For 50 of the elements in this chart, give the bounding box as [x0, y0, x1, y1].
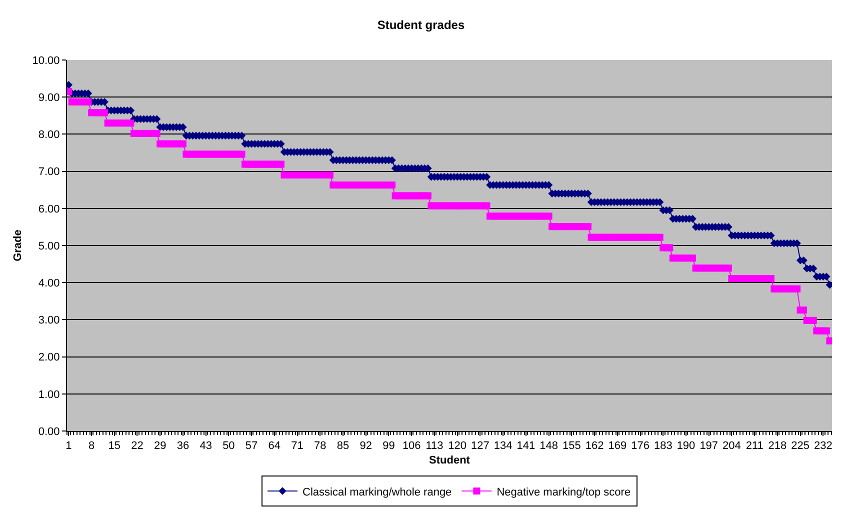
x-tick-label: 22: [131, 440, 144, 452]
x-tick-label: 85: [336, 440, 350, 452]
y-tick-label: 1.00: [38, 388, 60, 401]
x-tick-label: 162: [585, 440, 604, 452]
x-tick-label: 8: [88, 440, 95, 452]
y-axis-title: Grade: [12, 230, 24, 262]
x-tick-label: 232: [814, 440, 832, 452]
y-tick-label: 10.00: [32, 54, 60, 67]
x-tick-label: 148: [540, 440, 558, 452]
x-tick-label: 57: [245, 440, 258, 452]
x-tick-label: 99: [382, 440, 395, 452]
x-tick-label: 211: [746, 440, 764, 452]
y-tick-label: 7.00: [38, 166, 60, 178]
y-tick-label: 6.00: [38, 203, 60, 216]
x-tick-label: 218: [768, 440, 787, 452]
legend-label: Negative marking/top score: [496, 486, 631, 498]
y-tick-label: 8.00: [38, 129, 60, 142]
x-tick-label: 1: [66, 440, 72, 452]
x-tick-label: 176: [631, 440, 650, 452]
x-tick-label: 29: [154, 440, 166, 452]
y-tick-label: 9.00: [38, 92, 60, 104]
x-tick-label: 71: [291, 440, 304, 452]
x-tick-label: 50: [222, 440, 235, 452]
legend-label: Classical marking/whole range: [302, 486, 452, 498]
y-tick-label: 4.00: [38, 277, 60, 290]
x-tick-label: 197: [700, 440, 718, 452]
x-tick-label: 141: [516, 440, 536, 452]
x-tick-label: 36: [176, 440, 190, 452]
x-tick-label: 155: [562, 440, 581, 452]
x-tick-label: 113: [426, 440, 444, 452]
chart-title: Student grades: [377, 18, 465, 32]
y-tick-label: 3.00: [38, 314, 60, 327]
x-tick-label: 183: [654, 440, 672, 452]
x-tick-label: 225: [791, 440, 810, 452]
y-tick-label: 0.00: [38, 426, 60, 438]
x-tick-label: 127: [471, 440, 490, 452]
x-tick-label: 78: [314, 440, 326, 452]
y-tick-label: 5.00: [38, 240, 60, 252]
x-tick-label: 64: [268, 440, 281, 452]
x-tick-label: 169: [608, 440, 627, 452]
x-tick-label: 106: [402, 440, 421, 452]
y-tick-label: 2.00: [38, 352, 60, 364]
x-tick-label: 43: [200, 440, 212, 452]
x-tick-label: 92: [360, 440, 372, 452]
x-tick-label: 204: [722, 440, 741, 452]
x-tick-label: 120: [448, 440, 467, 452]
x-tick-label: 134: [494, 440, 512, 452]
x-tick-label: 190: [676, 440, 696, 452]
x-tick-label: 15: [108, 440, 120, 452]
x-axis-title: Student: [429, 454, 470, 466]
